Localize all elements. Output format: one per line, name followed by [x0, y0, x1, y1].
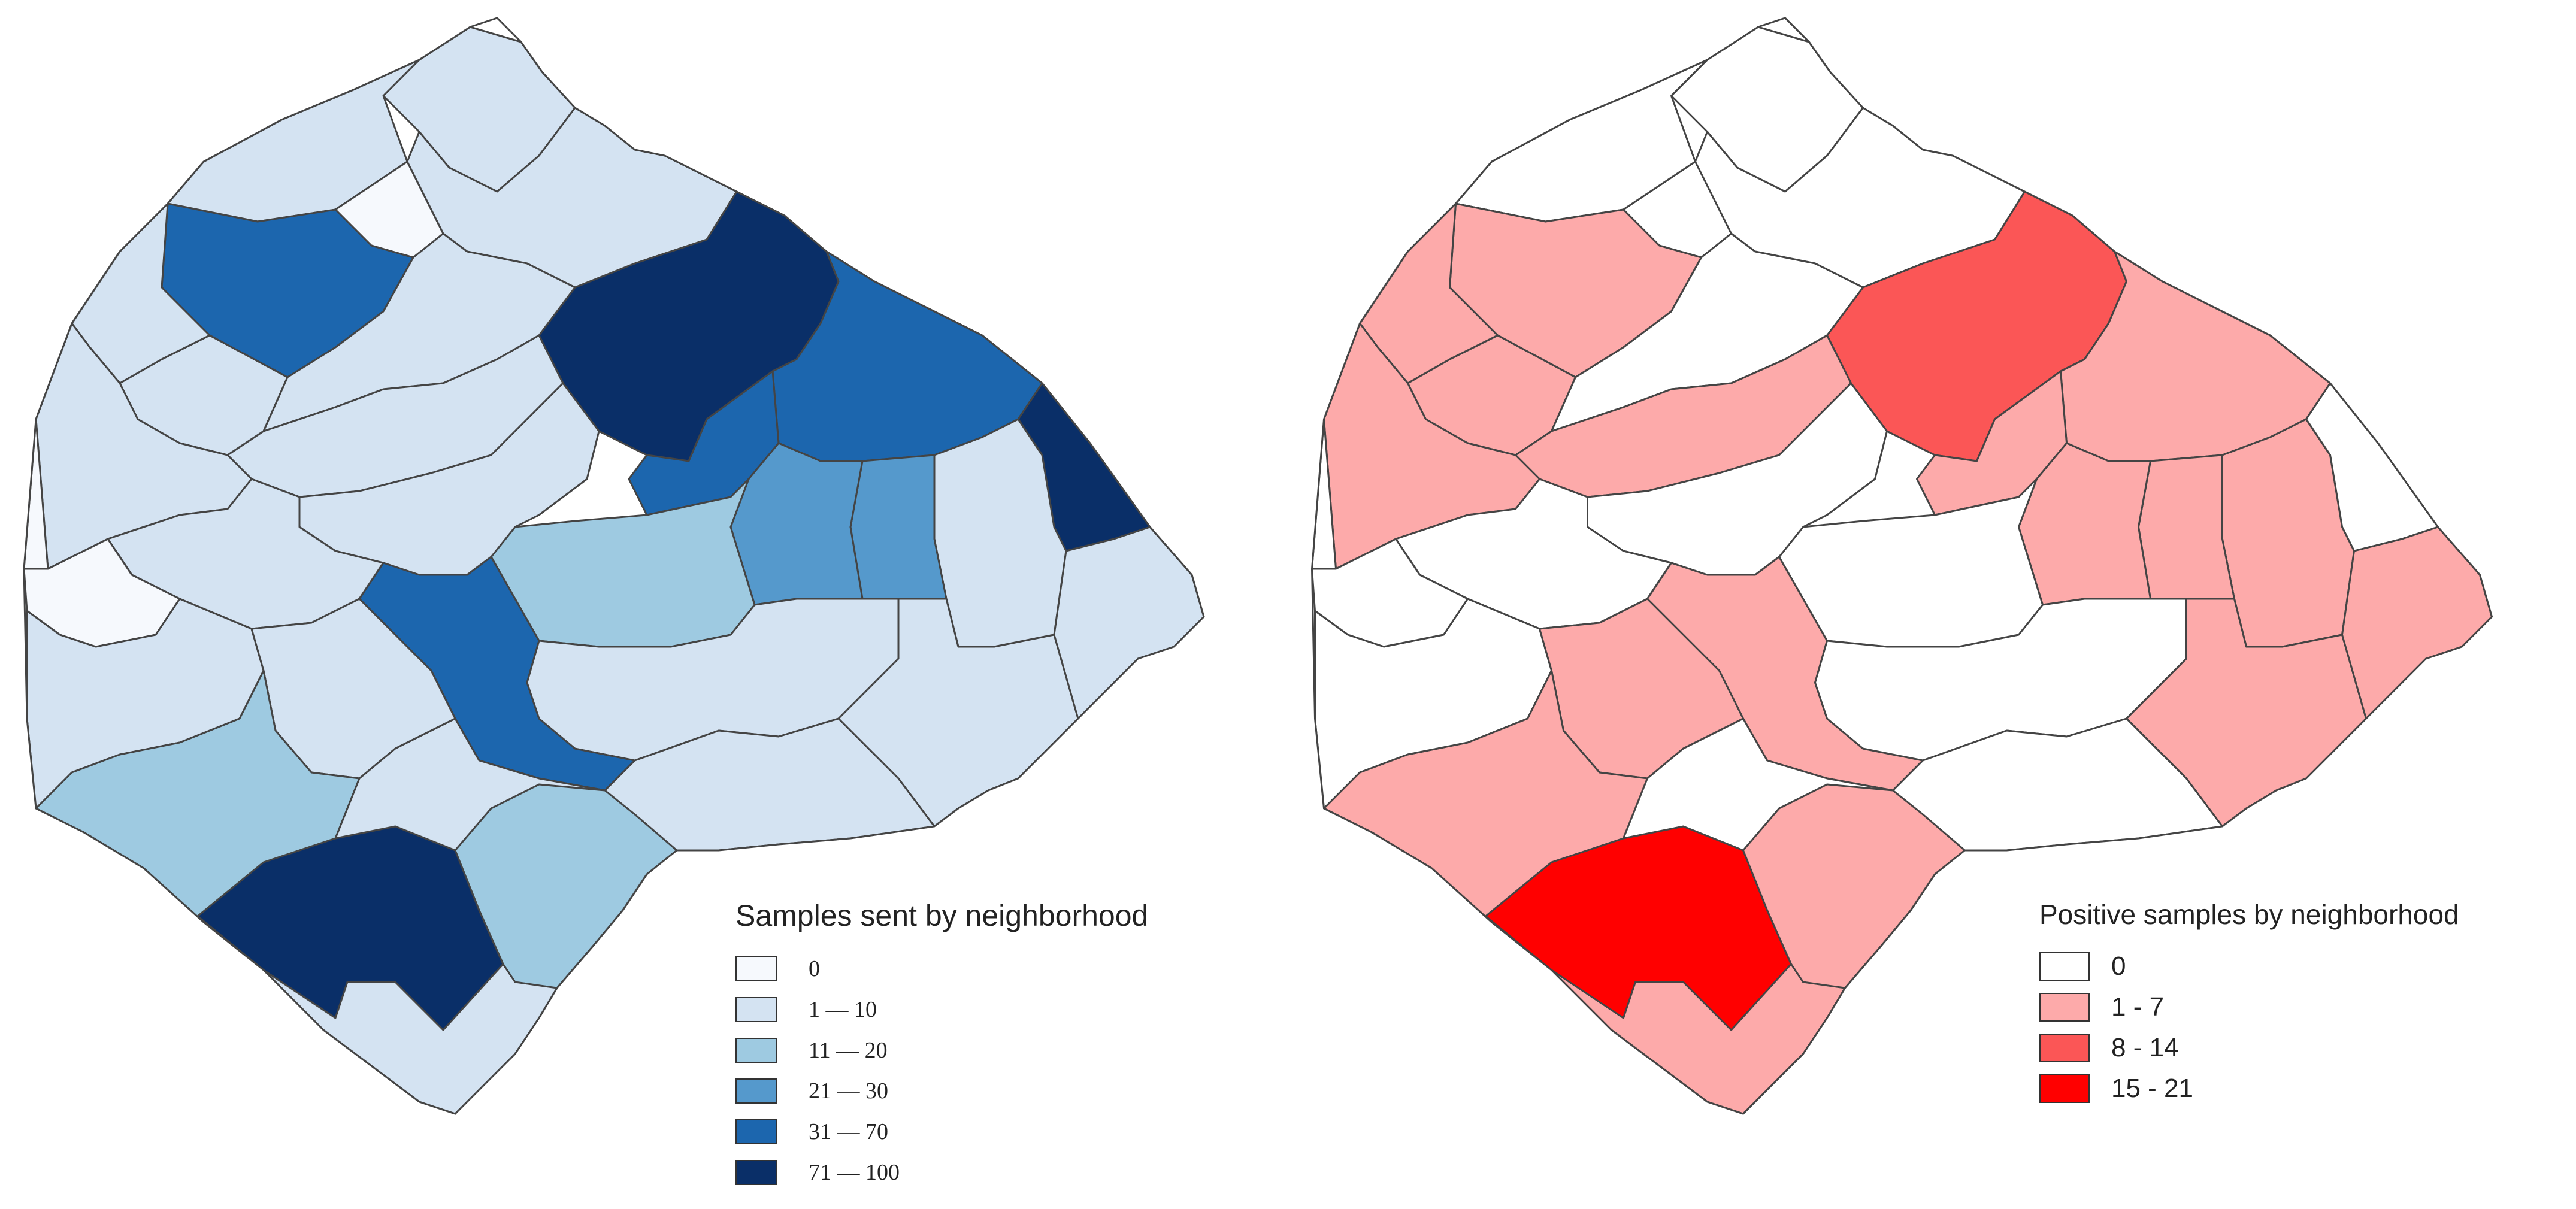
legend-item: 0: [2039, 946, 2459, 987]
legend-swatch: [735, 1119, 777, 1144]
legend-item: 1 - 7: [2039, 987, 2459, 1028]
legend-swatch: [2039, 1074, 2090, 1103]
legend-swatch: [735, 997, 777, 1022]
neighborhood-polygon: [849, 454, 948, 600]
legend-label: 8 - 14: [2111, 1033, 2179, 1062]
legend-label: 11 — 20: [809, 1038, 888, 1063]
legend-label: 1 - 7: [2111, 992, 2165, 1022]
neighborhood-polygon: [1053, 526, 1204, 720]
legend-swatch: [2039, 1034, 2090, 1062]
samples-sent-choropleth: [23, 17, 1205, 1115]
neighborhood-polygon: [2341, 526, 2492, 720]
neighborhood-regions: [24, 26, 1204, 1114]
legend-item: 31 — 70: [735, 1111, 1148, 1152]
legend-item: 71 — 100: [735, 1152, 1148, 1193]
neighborhood-regions: [1312, 26, 2492, 1114]
neighborhood-polygon: [2138, 454, 2235, 600]
positive-samples-map-panel: Positive samples by neighborhood 0 1 - 7 8…: [1288, 0, 2576, 1209]
samples-sent-legend: Samples sent by neighborhood 0 1 — 10 11 —…: [735, 898, 1148, 1193]
legend-label: 0: [809, 956, 820, 981]
positive-samples-choropleth: [1310, 17, 2493, 1115]
legend-swatch: [735, 1160, 777, 1185]
legend-item: 11 — 20: [735, 1030, 1148, 1071]
legend-item: 15 - 21: [2039, 1068, 2459, 1109]
legend-item: 21 — 30: [735, 1071, 1148, 1111]
legend-item: 8 - 14: [2039, 1028, 2459, 1068]
positive-samples-legend: Positive samples by neighborhood 0 1 - 7 8…: [2039, 898, 2459, 1109]
legend-swatch: [735, 956, 777, 981]
legend-title: Samples sent by neighborhood: [735, 899, 1149, 932]
legend-swatch: [735, 1078, 777, 1104]
legend-title: Positive samples by neighborhood: [2039, 899, 2459, 930]
legend-swatch: [2039, 952, 2090, 981]
legend-item: 1 — 10: [735, 989, 1148, 1030]
legend-item: 0: [735, 949, 1148, 989]
legend-label: 0: [2111, 952, 2126, 981]
legend-label: 31 — 70: [809, 1119, 888, 1144]
legend-swatch: [735, 1038, 777, 1063]
legend-label: 1 — 10: [809, 997, 877, 1022]
samples-sent-map-panel: Samples sent by neighborhood 0 1 — 10 11 —…: [23, 17, 1205, 1193]
legend-label: 71 — 100: [809, 1160, 900, 1185]
city-outline: [1310, 17, 2493, 1115]
city-outline: [23, 17, 1205, 1115]
legend-label: 15 - 21: [2111, 1074, 2193, 1103]
legend-label: 21 — 30: [809, 1078, 888, 1104]
legend-swatch: [2039, 993, 2090, 1022]
